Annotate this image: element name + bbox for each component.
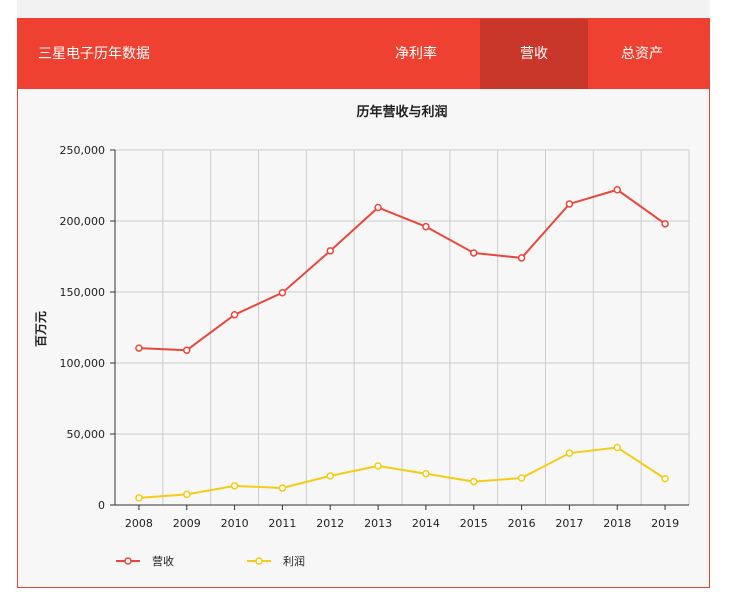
tab-net-margin[interactable]: 净利率: [395, 46, 437, 62]
y-tick-label: 100,000: [60, 357, 106, 370]
tab-revenue[interactable]: 营收: [480, 19, 588, 89]
brand-title: 三星电子历年数据: [38, 46, 150, 62]
data-point: [613, 186, 621, 194]
chart-panel: 三星电子历年数据 净利率 营收 总资产 历年营收与利润 百万元 0 50,000 1…: [17, 18, 710, 588]
data-point: [565, 449, 574, 457]
legend-marker: [124, 557, 132, 565]
data-point: [278, 484, 287, 492]
data-point: [230, 310, 239, 319]
data-point: [135, 344, 143, 352]
data-point: [326, 247, 334, 255]
data-point: [661, 474, 669, 483]
y-axis-label: 百万元: [34, 311, 48, 347]
data-point: [183, 490, 191, 499]
x-tick-label: 2010: [221, 517, 249, 530]
grid: [115, 149, 690, 506]
x-tick-label: 2012: [316, 517, 344, 530]
data-point: [613, 443, 621, 452]
tab-total-assets[interactable]: 总资产: [621, 46, 663, 62]
data-point: [661, 220, 669, 228]
x-tick-label: 2018: [603, 517, 631, 530]
x-tick-label: 2009: [173, 517, 201, 530]
x-tick-label: 2017: [555, 517, 583, 530]
y-tick-label: 250,000: [60, 144, 106, 157]
legend: 营收 利润: [116, 554, 305, 568]
data-point: [374, 462, 382, 470]
y-tick-label: 50,000: [67, 428, 106, 441]
data-point: [565, 200, 574, 208]
data-point: [422, 470, 430, 478]
data-point: [374, 203, 382, 212]
y-tick-label: 150,000: [60, 286, 106, 299]
series-line-0: [138, 188, 666, 352]
x-tick-label: 2008: [125, 517, 153, 530]
y-tick-label: 0: [98, 499, 105, 512]
data-point: [470, 477, 478, 486]
series-line-1: [138, 446, 666, 499]
header-bar: 三星电子历年数据 净利率 营收 总资产: [18, 19, 709, 89]
legend-marker: [255, 557, 263, 565]
legend-label: 利润: [283, 554, 305, 568]
data-point: [470, 249, 478, 257]
axes: 0 50,000 100,000 150,000 200,000 250,000 2008 2…: [60, 144, 689, 530]
x-tick-label: 2016: [508, 517, 536, 530]
data-point: [278, 288, 287, 297]
series: [135, 186, 669, 502]
y-tick-label: 200,000: [60, 215, 106, 228]
x-tick-label: 2015: [460, 517, 488, 530]
legend-label: 营收: [152, 554, 174, 568]
line-chart: 历年营收与利润 百万元 0 50,000 100,000 150,000 200,000…: [34, 104, 690, 568]
data-point: [517, 254, 526, 262]
top-strip: [17, 0, 710, 18]
chart-title: 历年营收与利润: [356, 104, 447, 120]
x-tick-label: 2011: [268, 517, 296, 530]
data-point: [135, 494, 143, 502]
data-point: [422, 222, 430, 231]
data-point: [517, 474, 526, 482]
data-point: [230, 482, 239, 490]
x-tick-label: 2014: [412, 517, 440, 530]
data-point: [326, 472, 334, 480]
x-tick-label: 2013: [364, 517, 392, 530]
x-tick-label: 2019: [651, 517, 679, 530]
data-point: [183, 346, 191, 354]
